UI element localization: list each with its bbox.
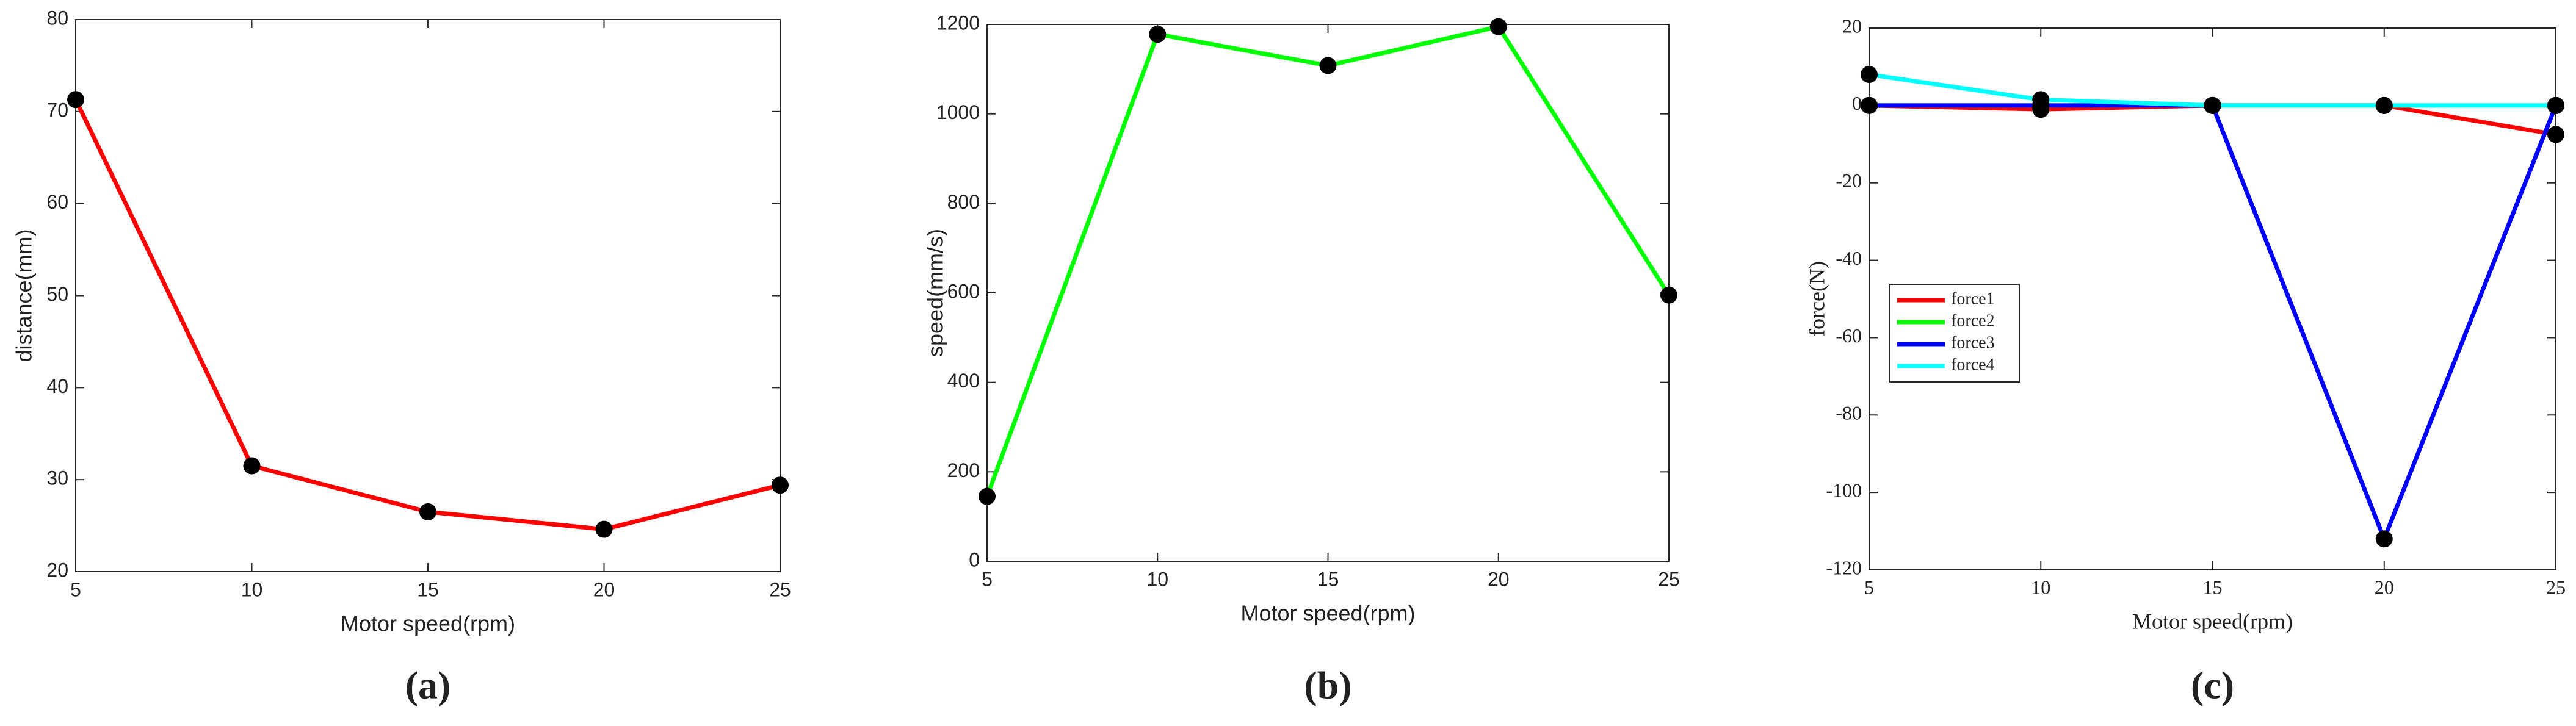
x-axis-label: Motor speed(rpm) — [341, 611, 515, 636]
x-tick-label: 15 — [1317, 568, 1339, 590]
x-tick-label: 15 — [2203, 576, 2223, 598]
data-point — [979, 487, 996, 505]
y-tick-label: 30 — [46, 467, 68, 489]
caption: (c) — [2191, 664, 2234, 707]
y-axis-label: force(N) — [1804, 261, 1829, 337]
x-tick-label: 5 — [70, 578, 81, 600]
y-tick-label: 40 — [46, 375, 68, 397]
data-point — [1319, 57, 1337, 74]
data-point — [1861, 96, 1878, 114]
legend: force1 force2 force3 force4 — [1889, 284, 2020, 383]
y-axis-label: speed(mm/s) — [923, 229, 948, 357]
data-point — [1861, 66, 1878, 84]
data-point — [419, 503, 436, 520]
y-tick-label: -120 — [1826, 556, 1862, 578]
data-point — [1660, 286, 1677, 304]
x-tick-label: 25 — [769, 578, 791, 600]
chart: 20 30 40 50 60 70 80 5 10 15 20 25 Motor speed(rpm) d… — [12, 7, 791, 706]
y-tick-label: 20 — [1842, 15, 1862, 37]
x-tick-label: 15 — [417, 578, 439, 600]
y-tick-label: 1200 — [936, 12, 980, 34]
caption: (b) — [1304, 664, 1351, 707]
data-point — [243, 457, 261, 475]
data-point — [2547, 126, 2564, 143]
x-tick-label: 5 — [1864, 576, 1874, 598]
data-point — [2204, 96, 2221, 114]
x-tick-label: 5 — [982, 568, 993, 590]
x-axis-label: Motor speed(rpm) — [2132, 609, 2293, 633]
data-point — [1489, 18, 1507, 35]
y-tick-label: 1000 — [936, 101, 980, 123]
legend-label: force2 — [1951, 311, 1995, 330]
y-tick-label: 0 — [969, 548, 980, 570]
x-axis-label: Motor speed(rpm) — [1240, 601, 1415, 626]
data-point — [2032, 91, 2050, 109]
x-tick-label: 10 — [2031, 576, 2050, 598]
plot-area — [75, 19, 781, 572]
y-tick-label: -80 — [1836, 402, 1862, 424]
data-point — [2547, 96, 2564, 114]
y-tick-label: 60 — [46, 191, 68, 213]
x-tick-label: 25 — [2546, 576, 2566, 598]
y-axis-label: distance(mm) — [12, 229, 37, 362]
data-point — [67, 91, 84, 109]
y-tick-label: 70 — [46, 99, 68, 121]
caption: (a) — [405, 664, 451, 707]
legend-label: force1 — [1951, 289, 1995, 308]
x-tick-label: 25 — [1658, 568, 1680, 590]
x-tick-label: 20 — [1488, 568, 1510, 590]
y-tick-label: -40 — [1836, 247, 1862, 269]
y-tick-label: 600 — [947, 280, 980, 302]
y-tick-label: 20 — [46, 559, 68, 581]
data-point — [1149, 26, 1167, 43]
y-tick-label: 0 — [1852, 92, 1862, 114]
data-point — [2375, 96, 2393, 114]
y-tick-label: 800 — [947, 191, 980, 213]
y-tick-label: 80 — [46, 7, 68, 29]
legend-label: force4 — [1951, 355, 1995, 374]
chart: 0 200 400 600 800 1000 1200 5 10 15 20 25 Motor spee… — [923, 12, 1680, 706]
x-tick-label: 20 — [593, 578, 615, 600]
data-point — [595, 520, 613, 538]
y-tick-label: 50 — [46, 283, 68, 305]
y-tick-label: 200 — [947, 459, 980, 481]
y-tick-label: 400 — [947, 370, 980, 392]
x-tick-label: 10 — [241, 578, 263, 600]
plot-area — [986, 24, 1670, 562]
chart: -120 -100 -80 -60 -40 -20 0 20 5 10 15 20 25 Motor sp… — [1804, 15, 2566, 706]
y-tick-label: -100 — [1826, 479, 1862, 501]
y-tick-label: -20 — [1836, 170, 1862, 192]
legend-label: force3 — [1951, 333, 1995, 352]
y-tick-label: -60 — [1836, 325, 1862, 347]
x-tick-label: 20 — [2375, 576, 2394, 598]
x-tick-label: 10 — [1146, 568, 1168, 590]
data-point — [772, 476, 789, 494]
data-point — [2375, 530, 2393, 548]
